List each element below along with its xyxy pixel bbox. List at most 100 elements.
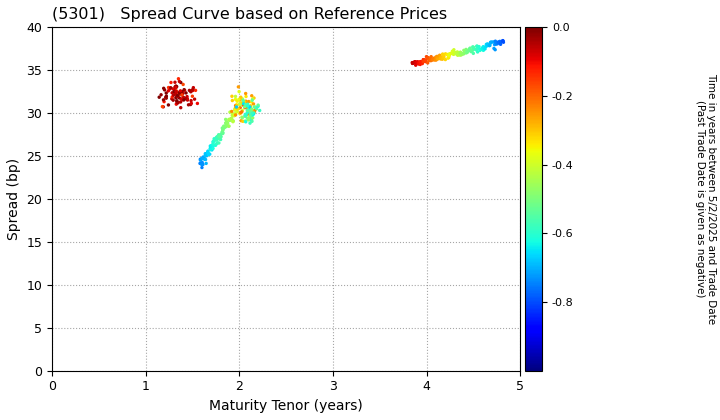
Point	[239, 103, 251, 110]
Point	[206, 147, 217, 153]
Point	[228, 113, 239, 119]
Point	[442, 55, 454, 61]
Point	[490, 40, 502, 47]
Point	[249, 107, 261, 113]
Point	[418, 58, 429, 65]
Point	[176, 96, 187, 102]
Point	[488, 45, 500, 52]
Point	[175, 104, 186, 111]
Point	[158, 103, 169, 110]
Point	[172, 93, 184, 100]
Point	[488, 39, 500, 45]
Point	[207, 145, 219, 152]
Point	[246, 110, 258, 117]
Point	[428, 55, 440, 62]
Point	[454, 52, 466, 58]
Point	[225, 116, 237, 122]
Point	[409, 58, 420, 65]
Point	[169, 84, 181, 90]
Point	[237, 118, 248, 125]
Point	[438, 52, 449, 59]
Point	[159, 87, 171, 93]
Point	[197, 155, 208, 162]
Point	[480, 45, 491, 52]
Point	[208, 138, 220, 145]
Point	[245, 111, 256, 118]
Point	[239, 98, 251, 105]
Point	[241, 109, 253, 116]
Point	[213, 133, 225, 140]
Point	[181, 93, 193, 100]
Point	[477, 47, 489, 54]
Point	[426, 53, 437, 60]
Point	[231, 98, 243, 105]
Point	[197, 161, 209, 168]
Point	[413, 60, 424, 67]
Point	[444, 52, 455, 58]
Point	[451, 51, 463, 58]
Point	[230, 111, 241, 118]
Point	[454, 50, 466, 57]
Point	[161, 89, 172, 96]
Point	[171, 83, 182, 90]
Point	[442, 51, 454, 58]
Point	[467, 50, 479, 57]
Point	[247, 115, 258, 121]
Point	[240, 113, 251, 119]
Point	[164, 86, 176, 92]
Point	[223, 123, 235, 129]
Point	[194, 157, 206, 163]
Point	[230, 107, 242, 114]
Point	[415, 61, 426, 68]
Point	[490, 46, 501, 53]
Point	[434, 52, 446, 59]
Point	[252, 103, 264, 110]
Point	[418, 56, 429, 63]
Point	[163, 87, 174, 94]
Point	[492, 40, 503, 47]
Point	[422, 60, 433, 66]
Point	[171, 100, 183, 106]
Point	[230, 102, 242, 109]
Point	[244, 104, 256, 110]
Point	[228, 118, 239, 124]
Point	[220, 120, 231, 126]
Point	[234, 100, 246, 107]
Point	[246, 110, 258, 117]
Point	[455, 49, 467, 55]
Point	[230, 102, 242, 108]
Point	[245, 114, 256, 121]
Point	[229, 107, 240, 113]
Point	[455, 52, 467, 58]
Point	[229, 112, 240, 118]
Point	[482, 42, 493, 49]
Point	[158, 97, 169, 103]
Point	[202, 149, 213, 156]
Point	[230, 111, 241, 118]
Point	[196, 155, 207, 162]
Point	[473, 43, 485, 50]
Point	[217, 126, 228, 133]
Point	[243, 98, 254, 105]
Point	[222, 123, 234, 129]
Point	[243, 112, 255, 119]
Point	[176, 92, 188, 98]
Y-axis label: Spread (bp): Spread (bp)	[7, 158, 21, 240]
Point	[171, 87, 182, 94]
Point	[477, 45, 488, 51]
Point	[484, 42, 495, 49]
Point	[240, 101, 251, 108]
Point	[229, 105, 240, 112]
Point	[461, 48, 472, 55]
Point	[167, 86, 179, 92]
Point	[426, 56, 438, 63]
Point	[239, 98, 251, 105]
Point	[214, 134, 225, 141]
Point	[477, 45, 488, 52]
Point	[245, 110, 256, 117]
Point	[411, 59, 423, 66]
Point	[204, 146, 216, 153]
Point	[243, 117, 254, 123]
Point	[216, 129, 228, 136]
Point	[220, 116, 231, 123]
